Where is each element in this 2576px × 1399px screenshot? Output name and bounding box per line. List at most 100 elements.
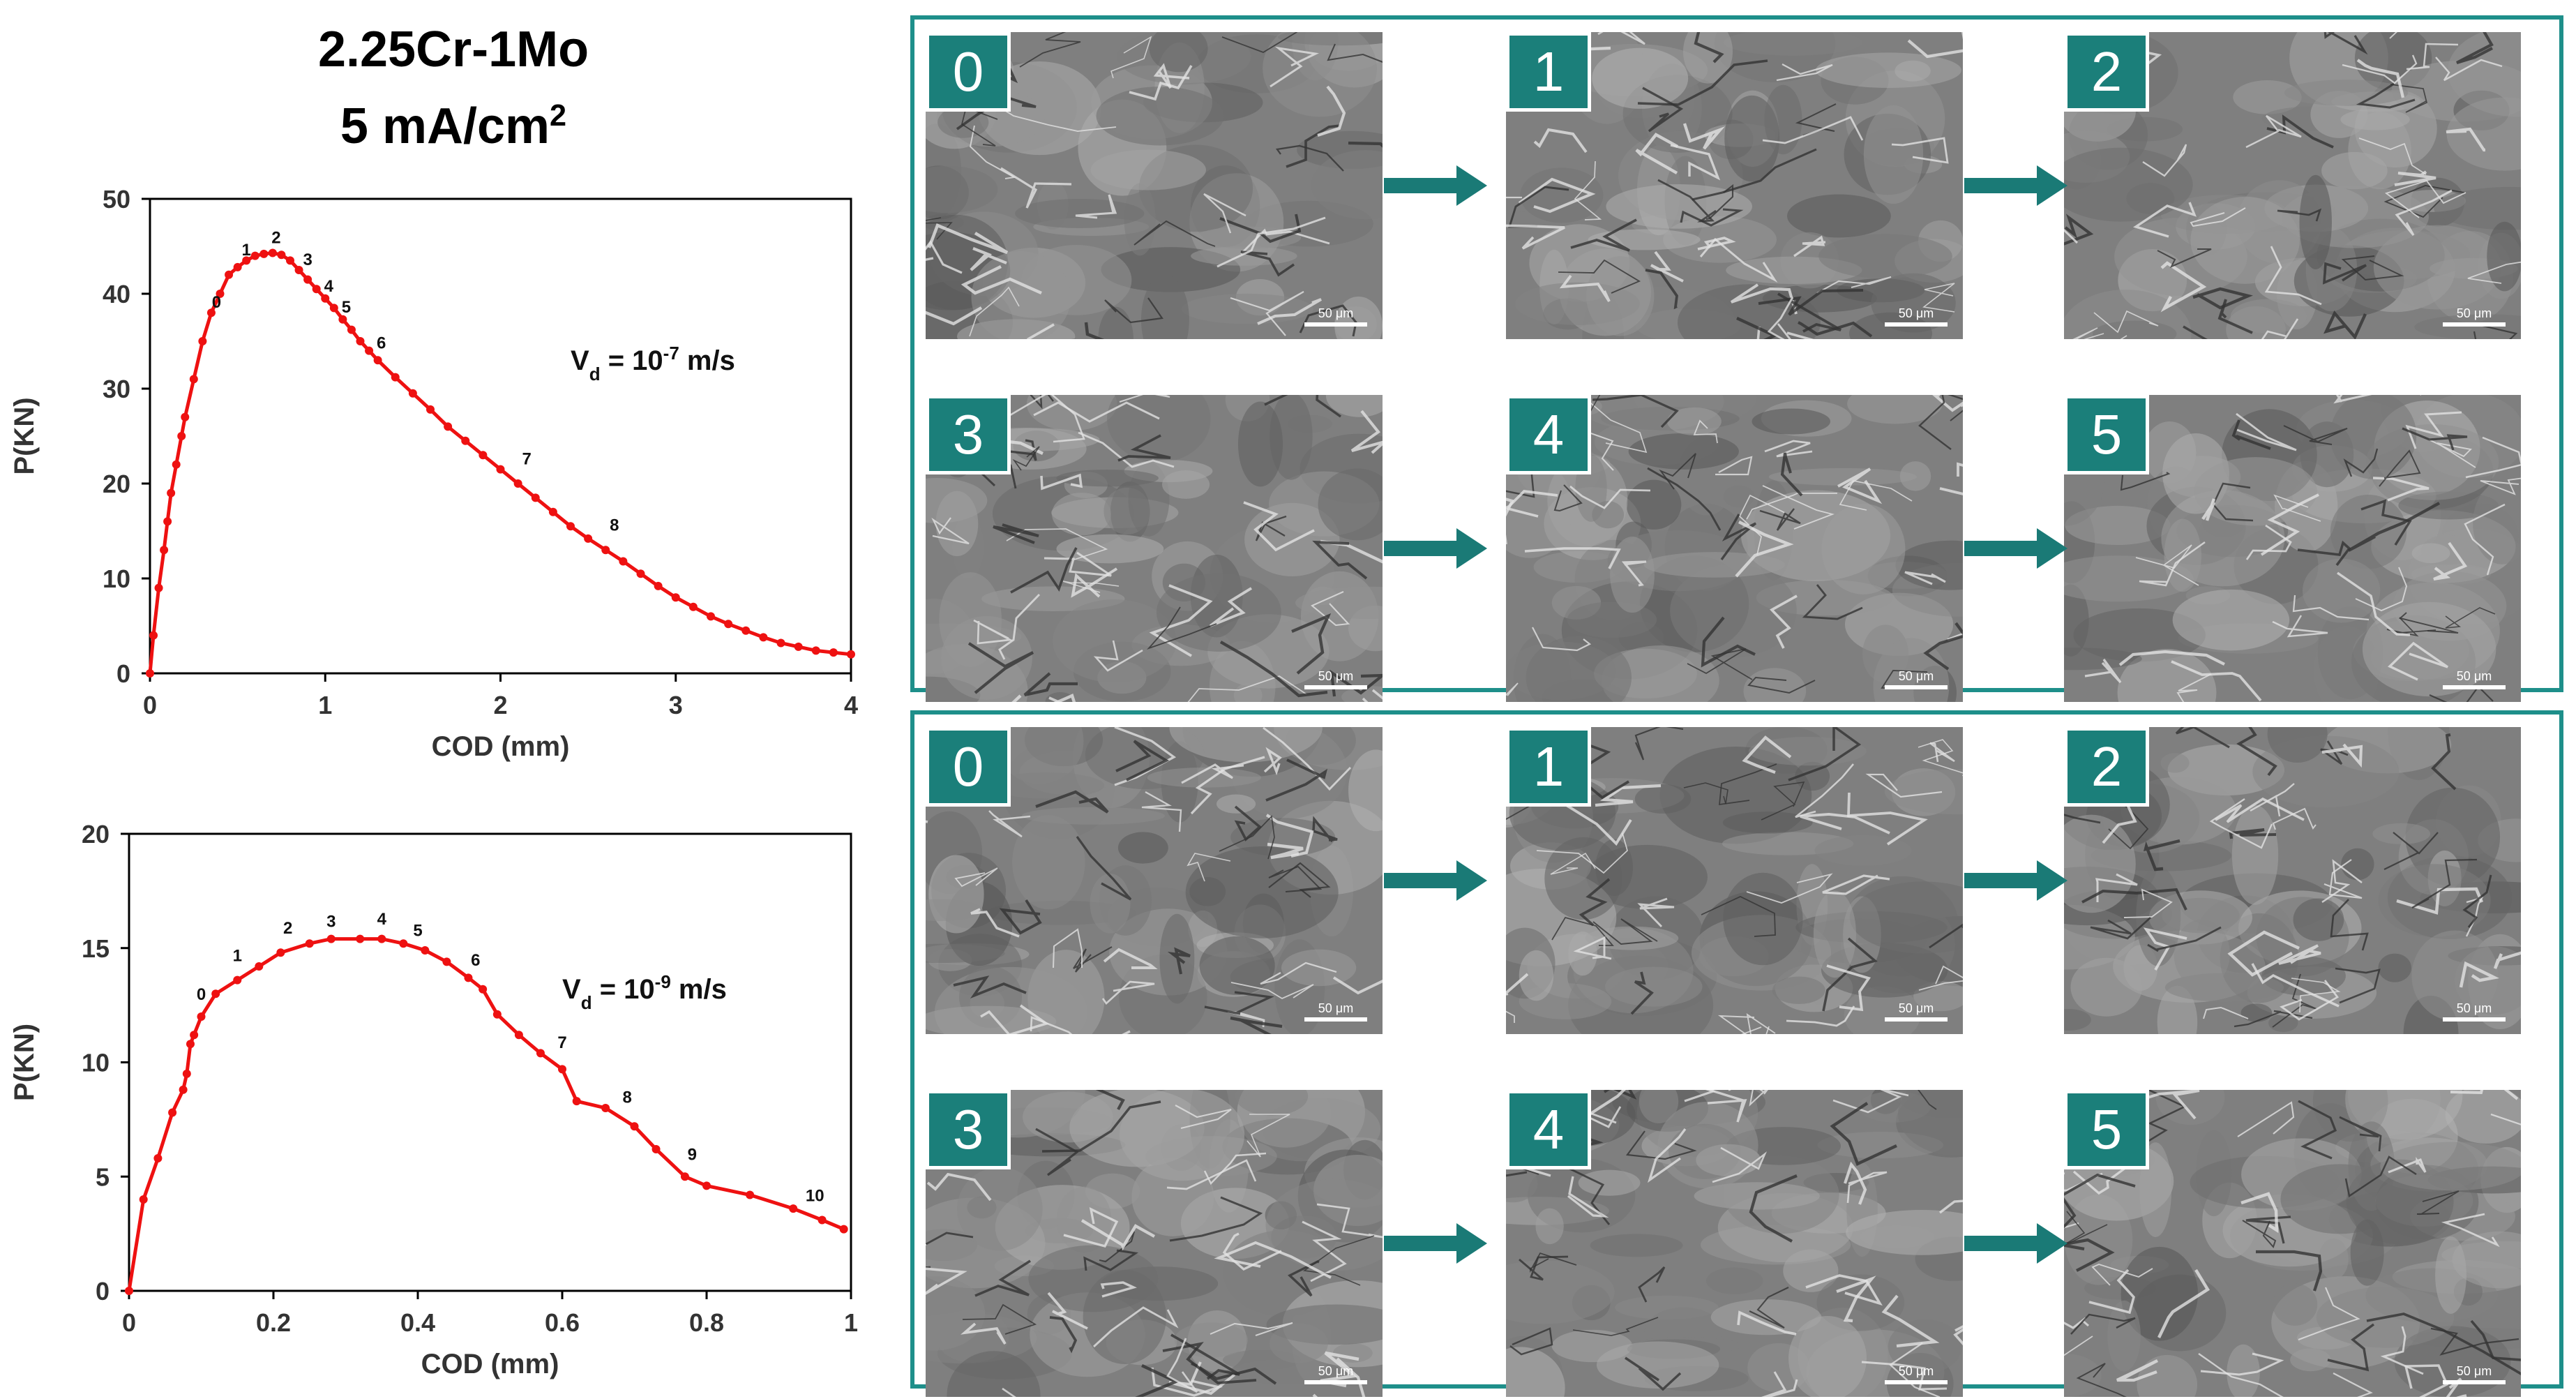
sem-ridge [1918,739,1963,774]
sem-facet [1643,552,1785,578]
scale-bar: 50 μm [1304,1001,1367,1022]
sem-facet [2411,930,2499,1022]
chart1-x-tick-label: 0.6 [545,1308,580,1337]
sem-ridge [2277,208,2322,222]
chart1-annotation-sub: d [581,992,592,1013]
chart0-data-point [347,325,356,334]
sem-ridge [1330,669,1383,697]
sem-ridge [1749,1090,1768,1107]
chart1-y-tick-label: 5 [96,1162,110,1191]
scale-bar-line [1885,685,1948,689]
chart0-point-label: 5 [342,298,351,317]
sem-ridge [1795,763,1854,818]
sem-image-2: 2 50 μm [2064,32,2521,339]
chart0-data-point [531,493,540,502]
chart1-data-point [233,975,242,985]
sem-ridge [1904,571,1946,585]
sem-ridge [2088,1269,2135,1315]
sem-step-badge: 4 [1506,1090,1591,1169]
sem-ridge [2298,1287,2360,1340]
chart1-data-point [190,1031,199,1040]
chart0-data-point [566,522,575,531]
sem-ridge [2431,733,2457,791]
sem-facet [2330,395,2417,479]
sem-facet [1156,573,1281,652]
sem-ridge [1230,982,1314,1000]
sem-facet [947,1351,1041,1397]
sem-ridge [998,593,1041,660]
sem-ridge [1938,1199,1963,1214]
sem-ridge [1715,456,1753,476]
sem-facet [1124,183,1156,256]
sem-ridge [1049,1316,1078,1354]
sem-facet [1888,1319,1962,1374]
chart1-data-point [399,939,408,948]
sem-ridge [954,867,998,888]
sem-ridge [1048,696,1062,702]
sem-ridge [2446,127,2485,152]
sem-ridge [2341,255,2404,281]
chart0-data-point [671,593,680,602]
sem-ridge [1533,128,1588,154]
chart1-point-label: 9 [688,1145,697,1164]
sem-ridge [2245,524,2292,560]
sem-ridge [1103,948,1158,969]
sem-ridge [1844,1161,1867,1205]
sem-ridge [1780,452,1803,497]
sem-ridge [1316,1203,1383,1239]
sem-facet [1053,599,1177,683]
chart1-data-point [479,985,488,994]
sem-facet [1816,1274,1905,1331]
scale-bar-label: 50 μm [1318,306,1354,320]
sem-ridge [1506,682,1519,696]
sem-ridge [2347,502,2441,552]
chart0-data-point [356,337,365,345]
chart0-data-point [513,479,522,488]
scale-bar-line [2443,1380,2506,1384]
sem-facet [2162,897,2240,934]
sem-ridge [1149,584,1213,657]
chart0-x-tick-label: 0 [143,691,157,719]
sem-ridge [1035,1128,1079,1176]
sem-facet [1588,229,1701,250]
sem-ridge [2323,859,2363,899]
sem-ridge [1219,214,1302,244]
sem-ridge [2190,207,2246,227]
sem-ridge [1332,976,1383,995]
sem-ridge [1693,419,1718,444]
sem-facet [957,1167,1043,1251]
sem-ridge [1597,32,1645,45]
sem-ridge [1832,1090,1909,1114]
sem-ridge [1162,1342,1257,1384]
sem-image-2: 2 50 μm [2064,727,2521,1034]
chart0-x-tick-label: 4 [844,691,858,719]
scale-bar-line [1304,1017,1367,1022]
chart0-data-point [225,270,234,279]
sem-image-3: 3 50 μm [926,1090,1383,1397]
sem-facet [1140,274,1189,339]
sem-ridge [1800,813,1890,835]
sem-ridge [1918,1090,1937,1110]
scale-bar: 50 μm [2443,1364,2506,1384]
chart0-data-point [233,262,242,271]
sem-ridge [1932,395,1963,412]
sem-ridge [2250,783,2295,817]
sem-ridge [1953,1325,1963,1346]
chart1-x-tick-label: 1 [844,1308,858,1337]
sem-ridge [1684,1090,1716,1102]
sem-ridge [2120,472,2171,491]
chart0-data-point [391,373,400,382]
sem-ridge [1263,747,1282,776]
sem-ridge [1634,727,1684,761]
sem-facet [1098,306,1133,339]
sem-ridge [1062,581,1120,593]
sem-facet [2194,457,2317,526]
sem-ridge [1257,298,1323,325]
sem-ridge [2278,944,2321,965]
sem-facet [1666,407,1722,435]
sem-ridge [1572,1317,1659,1336]
chart0-data-point [373,356,382,365]
chart1-data-point [746,1190,755,1199]
sem-ridge [1166,1159,1257,1190]
